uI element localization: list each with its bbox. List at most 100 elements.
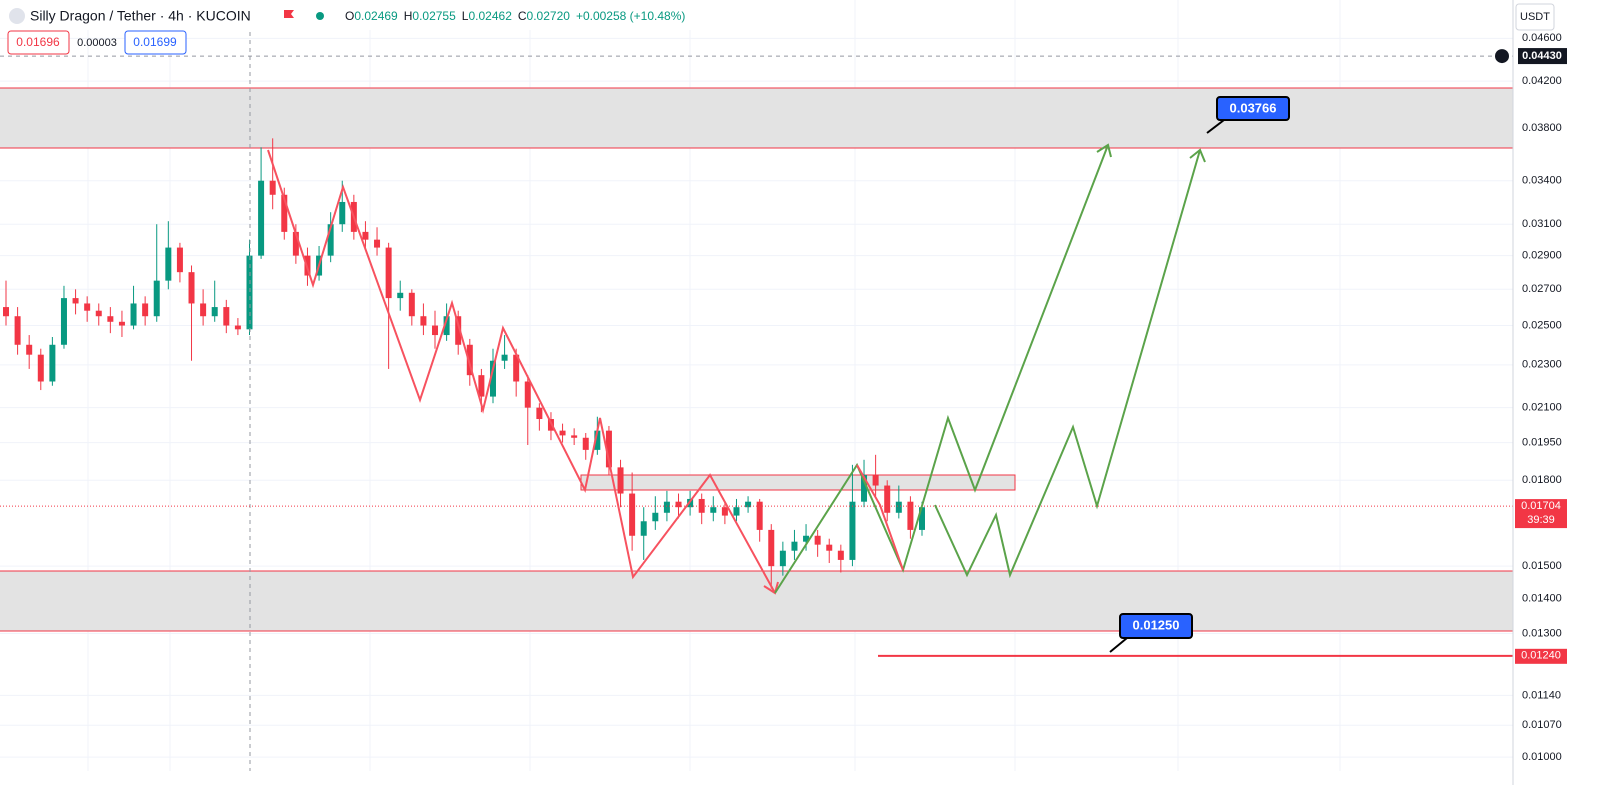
- candle-body: [339, 201, 346, 225]
- change: +0.00258 (+10.48%): [576, 9, 685, 23]
- flag-icon[interactable]: [284, 10, 294, 18]
- candle-body: [455, 316, 462, 345]
- candle-body: [362, 231, 369, 240]
- candle-body: [385, 247, 392, 299]
- candle-body: [37, 354, 44, 382]
- candle-body: [188, 272, 195, 304]
- y-tick-label: 0.01500: [1522, 560, 1562, 572]
- y-tick-label: 0.03400: [1522, 175, 1562, 187]
- candle-body: [466, 344, 473, 376]
- buy-button[interactable]: [124, 30, 187, 55]
- candle-body: [652, 512, 659, 522]
- y-tick-label: 0.02100: [1522, 402, 1562, 414]
- candle-body: [756, 501, 763, 530]
- ohlc-key: L: [462, 9, 469, 23]
- candle-body: [849, 501, 856, 560]
- candle-body: [663, 501, 670, 513]
- y-tick-label: 0.02500: [1522, 319, 1562, 331]
- spread: 0.00003: [77, 37, 117, 49]
- candle-body: [26, 344, 33, 355]
- arrow-head: [1189, 148, 1206, 163]
- candle-body: [721, 507, 728, 516]
- candle-body: [675, 501, 682, 508]
- callout-box: [1216, 96, 1290, 121]
- candle-body: [501, 354, 508, 361]
- ohlc-key: C: [518, 9, 527, 23]
- level-price-label: 0.01240: [1521, 650, 1561, 662]
- candle-body: [153, 280, 160, 317]
- red-zigzag: [856, 464, 904, 571]
- candle-body: [142, 303, 149, 317]
- candle-body: [269, 180, 276, 195]
- y-tick-label: 0.04600: [1522, 32, 1562, 44]
- candle-body: [803, 535, 810, 542]
- candle-body: [118, 321, 125, 326]
- crosshair-price-box: [1518, 48, 1567, 65]
- candle-body: [629, 493, 636, 536]
- countdown: 39:39: [1527, 514, 1555, 526]
- y-tick-label: 0.01000: [1522, 751, 1562, 763]
- candle-body: [408, 292, 415, 317]
- candle-body: [745, 501, 752, 508]
- ohlc-key: O: [345, 9, 354, 23]
- candle-body: [826, 544, 833, 551]
- candle-body: [907, 501, 914, 530]
- candle-body: [223, 307, 230, 326]
- candle-body: [211, 307, 218, 317]
- y-tick-label: 0.03100: [1522, 218, 1562, 230]
- candle-body: [165, 247, 172, 281]
- candle-body: [837, 550, 844, 560]
- callout-pointer: [1109, 637, 1128, 653]
- candle-body: [258, 180, 265, 256]
- ohlc-value: 0.02720: [527, 9, 571, 23]
- candle-body: [72, 298, 79, 304]
- candle-body: [49, 344, 56, 382]
- candle-body: [478, 375, 485, 397]
- candle-body: [489, 360, 496, 397]
- candle-body: [130, 303, 137, 326]
- candle-body: [895, 501, 902, 513]
- buy-price: 0.01699: [133, 35, 177, 49]
- candle-body: [292, 231, 299, 256]
- candles: [3, 138, 925, 589]
- green-projection: [774, 144, 1109, 594]
- y-tick-label: 0.03800: [1522, 122, 1562, 134]
- symbol-icon: [9, 8, 25, 24]
- candle-body: [84, 303, 91, 311]
- candle-body: [640, 521, 647, 536]
- candle-body: [176, 247, 183, 273]
- crosshair-price-label: 0.04430: [1522, 50, 1562, 62]
- currency-button[interactable]: [1515, 3, 1555, 31]
- candle-body: [420, 316, 427, 326]
- add-icon[interactable]: [1495, 49, 1509, 64]
- y-tick-label: 0.01800: [1522, 474, 1562, 486]
- y-tick-label: 0.02300: [1522, 359, 1562, 371]
- candle-body: [791, 541, 798, 551]
- candle-body: [768, 529, 775, 567]
- candle-body: [432, 325, 439, 336]
- candle-body: [513, 354, 520, 382]
- callout-pointer: [1206, 119, 1225, 134]
- candle-body: [234, 325, 241, 330]
- candle-body: [14, 316, 21, 345]
- candle-body: [861, 475, 868, 502]
- candle-body: [617, 467, 624, 494]
- candle-body: [872, 475, 879, 486]
- symbol-title[interactable]: Silly Dragon / Tether · 4h · KUCOIN: [30, 8, 251, 24]
- y-tick-label: 0.01070: [1522, 719, 1562, 731]
- candle-body: [246, 255, 253, 330]
- candle-body: [884, 485, 891, 513]
- ohlc-value: 0.02469: [354, 9, 398, 23]
- current-price-box: [1515, 499, 1567, 529]
- sell-price: 0.01696: [16, 35, 60, 49]
- callout-label: 0.03766: [1230, 100, 1277, 115]
- y-tick-label: 0.02900: [1522, 250, 1562, 262]
- red-zigzag: [267, 149, 776, 594]
- ohlc-value: 0.02462: [468, 9, 512, 23]
- candle-body: [814, 535, 821, 545]
- candle-body: [60, 298, 67, 345]
- candle-body: [687, 498, 694, 508]
- sell-button[interactable]: [7, 30, 70, 55]
